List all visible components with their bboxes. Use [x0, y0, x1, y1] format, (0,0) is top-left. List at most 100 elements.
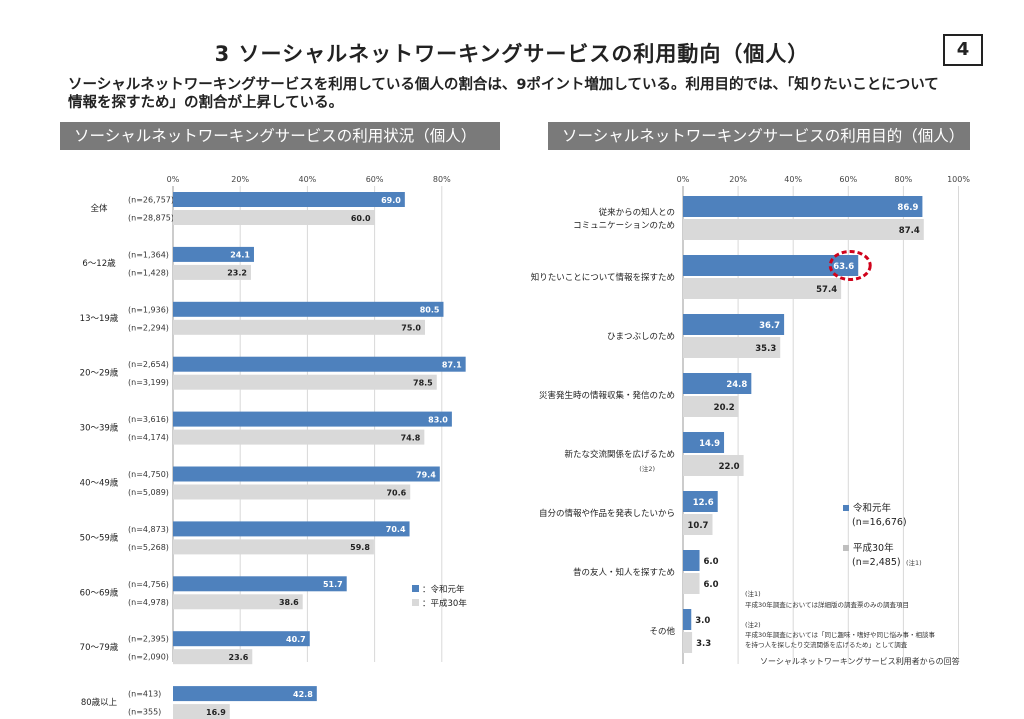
purpose-data-label: 24.8: [726, 380, 747, 390]
purpose-data-label: 14.9: [699, 439, 720, 449]
usage-bar: [173, 210, 375, 225]
purpose-data-label: 22.0: [719, 462, 740, 472]
purpose-bar: [683, 219, 924, 240]
usage-legend-label-heisei: ：平成30年: [422, 598, 467, 609]
usage-data-label: 79.4: [416, 470, 436, 479]
purpose-bar: [683, 396, 739, 417]
purpose-x-tick-label: 80%: [895, 175, 913, 184]
usage-category-label: 6～12歳: [82, 258, 116, 269]
purpose-bar: [683, 314, 785, 335]
purpose-category-label: ひまつぶしのため: [607, 332, 675, 342]
usage-legend-label-reiwa: ：令和元年: [422, 584, 465, 595]
usage-n-label: (n=2,294): [128, 323, 169, 332]
purpose-bar: [683, 278, 842, 299]
purpose-category-label: 災害発生時の情報収集・発信のため: [539, 390, 675, 401]
purpose-data-label: 36.7: [759, 321, 780, 331]
usage-n-label: (n=2,090): [128, 653, 169, 662]
usage-data-label: 80.5: [420, 306, 440, 315]
purpose-bar: [683, 255, 859, 276]
purpose-bar: [683, 196, 923, 217]
usage-chart-title: ソーシャルネットワーキングサービスの利用状況（個人）: [60, 122, 500, 150]
page-title: 3 ソーシャルネットワーキングサービスの利用動向（個人）: [214, 42, 810, 66]
usage-n-label: (n=1,936): [128, 305, 169, 314]
usage-x-tick-label: 80%: [433, 175, 451, 184]
usage-legend-swatch-reiwa: [412, 585, 419, 592]
usage-bar: [173, 411, 452, 427]
usage-category-label: 13～19歳: [80, 313, 119, 324]
usage-data-label: 51.7: [323, 580, 343, 589]
usage-n-label: (n=1,428): [128, 268, 169, 277]
purpose-category-note: (注2): [639, 464, 655, 473]
usage-n-label: (n=2,395): [128, 635, 169, 644]
usage-category-label: 50～59歳: [80, 532, 119, 543]
summary-text: ソーシャルネットワーキングサービスを利用している個人の割合は、9ポイント増加して…: [68, 76, 968, 112]
purpose-legend-label-heisei: 平成30年: [853, 542, 894, 554]
usage-bar: [173, 521, 410, 537]
usage-x-tick-label: 20%: [231, 175, 249, 184]
purpose-data-label: 86.9: [897, 203, 918, 213]
usage-bar: [173, 246, 254, 262]
usage-n-label: (n=3,199): [128, 378, 169, 387]
purpose-data-label: 63.6: [833, 262, 854, 272]
usage-data-label: 70.6: [386, 488, 406, 497]
usage-category-label: 80歳以上: [81, 697, 118, 708]
usage-bar: [173, 356, 466, 372]
purpose-category-label: 従来からの知人との: [599, 207, 675, 218]
purpose-source-note: ソーシャルネットワーキングサービス利用者からの回答: [760, 656, 960, 666]
purpose-legend-swatch-heisei: [843, 545, 849, 551]
usage-data-label: 59.8: [350, 543, 370, 552]
usage-bar: [173, 466, 440, 482]
usage-data-label: 42.8: [293, 690, 313, 699]
usage-n-label: (n=5,089): [128, 488, 169, 497]
usage-category-label: 全体: [90, 203, 108, 214]
usage-n-label: (n=4,756): [128, 580, 169, 589]
purpose-legend-swatch-reiwa: [843, 505, 849, 511]
purpose-bar: [683, 455, 744, 476]
usage-bar: [173, 301, 444, 317]
usage-data-label: 38.6: [279, 598, 299, 607]
usage-bar: [173, 319, 425, 335]
purpose-bar: [683, 373, 752, 394]
purpose-category-label: 新たな交流関係を広げるため: [564, 449, 675, 460]
purpose-bar: [683, 573, 700, 594]
usage-n-label: (n=355): [128, 708, 161, 717]
usage-category-label: 20～29歳: [80, 368, 119, 379]
page-number: 4: [943, 34, 983, 66]
purpose-x-tick-label: 0%: [677, 175, 690, 184]
usage-data-label: 23.2: [227, 269, 247, 278]
purpose-data-label: 10.7: [687, 521, 708, 531]
usage-n-label: (n=4,978): [128, 598, 169, 607]
usage-bar: [173, 686, 317, 702]
purpose-data-label: 20.2: [714, 403, 735, 413]
purpose-data-label: 12.6: [693, 498, 714, 508]
purpose-category-label: コミュニケーションのため: [573, 221, 675, 231]
usage-category-label: 60～69歳: [80, 587, 119, 598]
purpose-bar: [683, 550, 700, 571]
purpose-data-label: 3.0: [695, 616, 710, 626]
purpose-x-tick-label: 100%: [947, 175, 970, 184]
purpose-footnote: (注2): [745, 620, 761, 629]
usage-n-label: (n=2,654): [128, 360, 169, 369]
purpose-bar: [683, 514, 713, 535]
usage-bar: [173, 192, 405, 207]
usage-bar: [173, 594, 303, 610]
usage-data-label: 16.9: [206, 708, 226, 717]
usage-bar: [173, 704, 230, 719]
purpose-legend-n-reiwa: (n=16,676): [852, 517, 907, 528]
usage-n-label: (n=28,875): [128, 214, 174, 223]
purpose-bar: [683, 491, 718, 512]
usage-x-tick-label: 60%: [366, 175, 384, 184]
purpose-data-label: 87.4: [899, 226, 920, 236]
usage-bar: [173, 539, 374, 555]
purpose-x-tick-label: 40%: [784, 175, 802, 184]
usage-category-label: 70～79歳: [80, 642, 119, 653]
usage-data-label: 23.6: [229, 653, 249, 662]
purpose-bar: [683, 632, 693, 653]
highlight-circle: [828, 250, 872, 281]
purpose-footnote: を持つ人を探したり交流関係を広げるため」として調査: [745, 640, 908, 649]
usage-n-label: (n=4,750): [128, 470, 169, 479]
purpose-data-label: 3.3: [696, 639, 711, 649]
usage-x-tick-label: 0%: [167, 175, 180, 184]
purpose-category-label: 自分の情報や作品を発表したいから: [539, 508, 675, 519]
